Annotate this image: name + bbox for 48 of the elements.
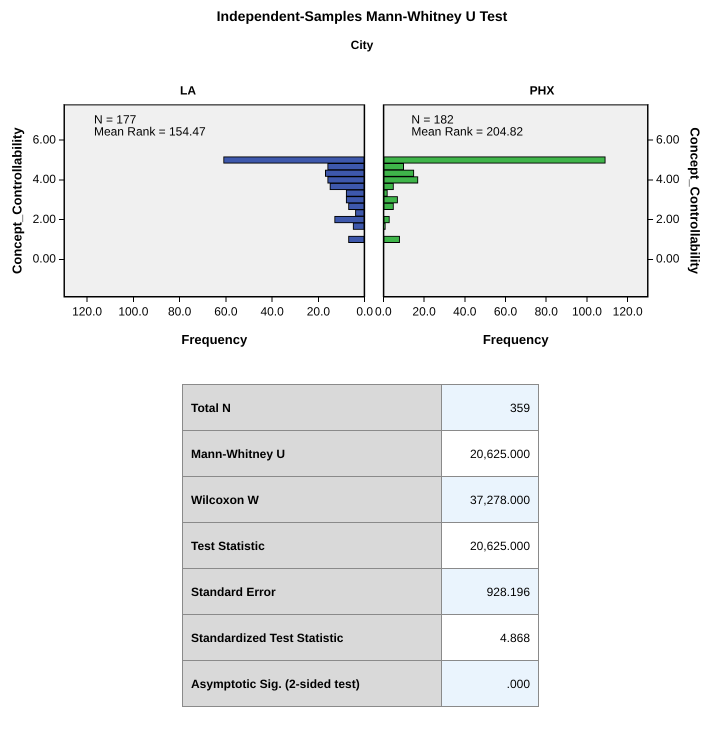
y-tick-label: 2.00 [32, 212, 56, 226]
y-tick-label: 4.00 [32, 172, 56, 186]
x-tick-label: 40.0 [453, 304, 477, 319]
x-tick-label: 80.0 [168, 304, 192, 319]
chart-title: PHX [530, 84, 554, 98]
x-tick-label: 20.0 [412, 304, 436, 319]
y-tick-label: 2.00 [656, 212, 680, 226]
x-axis-title: Frequency [482, 332, 550, 347]
text: 4.868 [442, 614, 538, 660]
category-label: Test Statistic [182, 522, 442, 568]
annotation: N = 177 [94, 112, 137, 127]
x-tick-label: 20.0 [306, 304, 330, 319]
x-tick-label: 120.0 [612, 304, 644, 319]
annotation: Mean Rank = 154.47 [94, 124, 206, 139]
x-tick-label: 40.0 [260, 304, 284, 319]
chart-title: LA [180, 84, 196, 98]
category-label: Wilcoxon W [182, 476, 442, 522]
y-tick-label: 6.00 [32, 132, 56, 146]
category-label: Standardized Test Statistic [182, 614, 442, 660]
annotation: N = 182 [411, 112, 454, 127]
category-label: Standard Error [182, 568, 442, 614]
x-tick-label: 0.0 [374, 304, 392, 319]
text: City [350, 38, 374, 52]
y-tick-label: 0.00 [32, 252, 56, 266]
category-label: Total N [182, 384, 442, 430]
text: 20,625.000 [442, 430, 538, 476]
x-tick-label: 60.0 [214, 304, 238, 319]
category-label: Asymptotic Sig. (2-sided test) [182, 660, 442, 706]
text: Independent-Samples Mann-Whitney U Test [216, 8, 508, 24]
x-tick-label: 80.0 [534, 304, 558, 319]
x-tick-label: 0.0 [356, 304, 374, 319]
text: 20,625.000 [442, 522, 538, 568]
text: 928.196 [442, 568, 538, 614]
x-tick-label: 100.0 [118, 304, 149, 319]
y-axis-title: Concept_Controllability [688, 127, 703, 275]
y-tick-label: 4.00 [656, 172, 680, 186]
x-tick-label: 100.0 [572, 304, 602, 319]
text: 37,278.000 [442, 476, 538, 522]
category-label: Mann-Whitney U [182, 430, 442, 476]
x-tick-label: 60.0 [494, 304, 518, 319]
y-tick-label: 0.00 [656, 252, 680, 266]
annotation: Mean Rank = 204.82 [411, 124, 524, 139]
x-tick-label: 120.0 [72, 304, 102, 319]
y-tick-label: 6.00 [656, 132, 680, 146]
y-axis-title: Concept_Controllability [9, 126, 24, 274]
text: .000 [442, 660, 538, 706]
text: 359 [442, 384, 538, 430]
x-axis-title: Frequency [181, 332, 248, 347]
